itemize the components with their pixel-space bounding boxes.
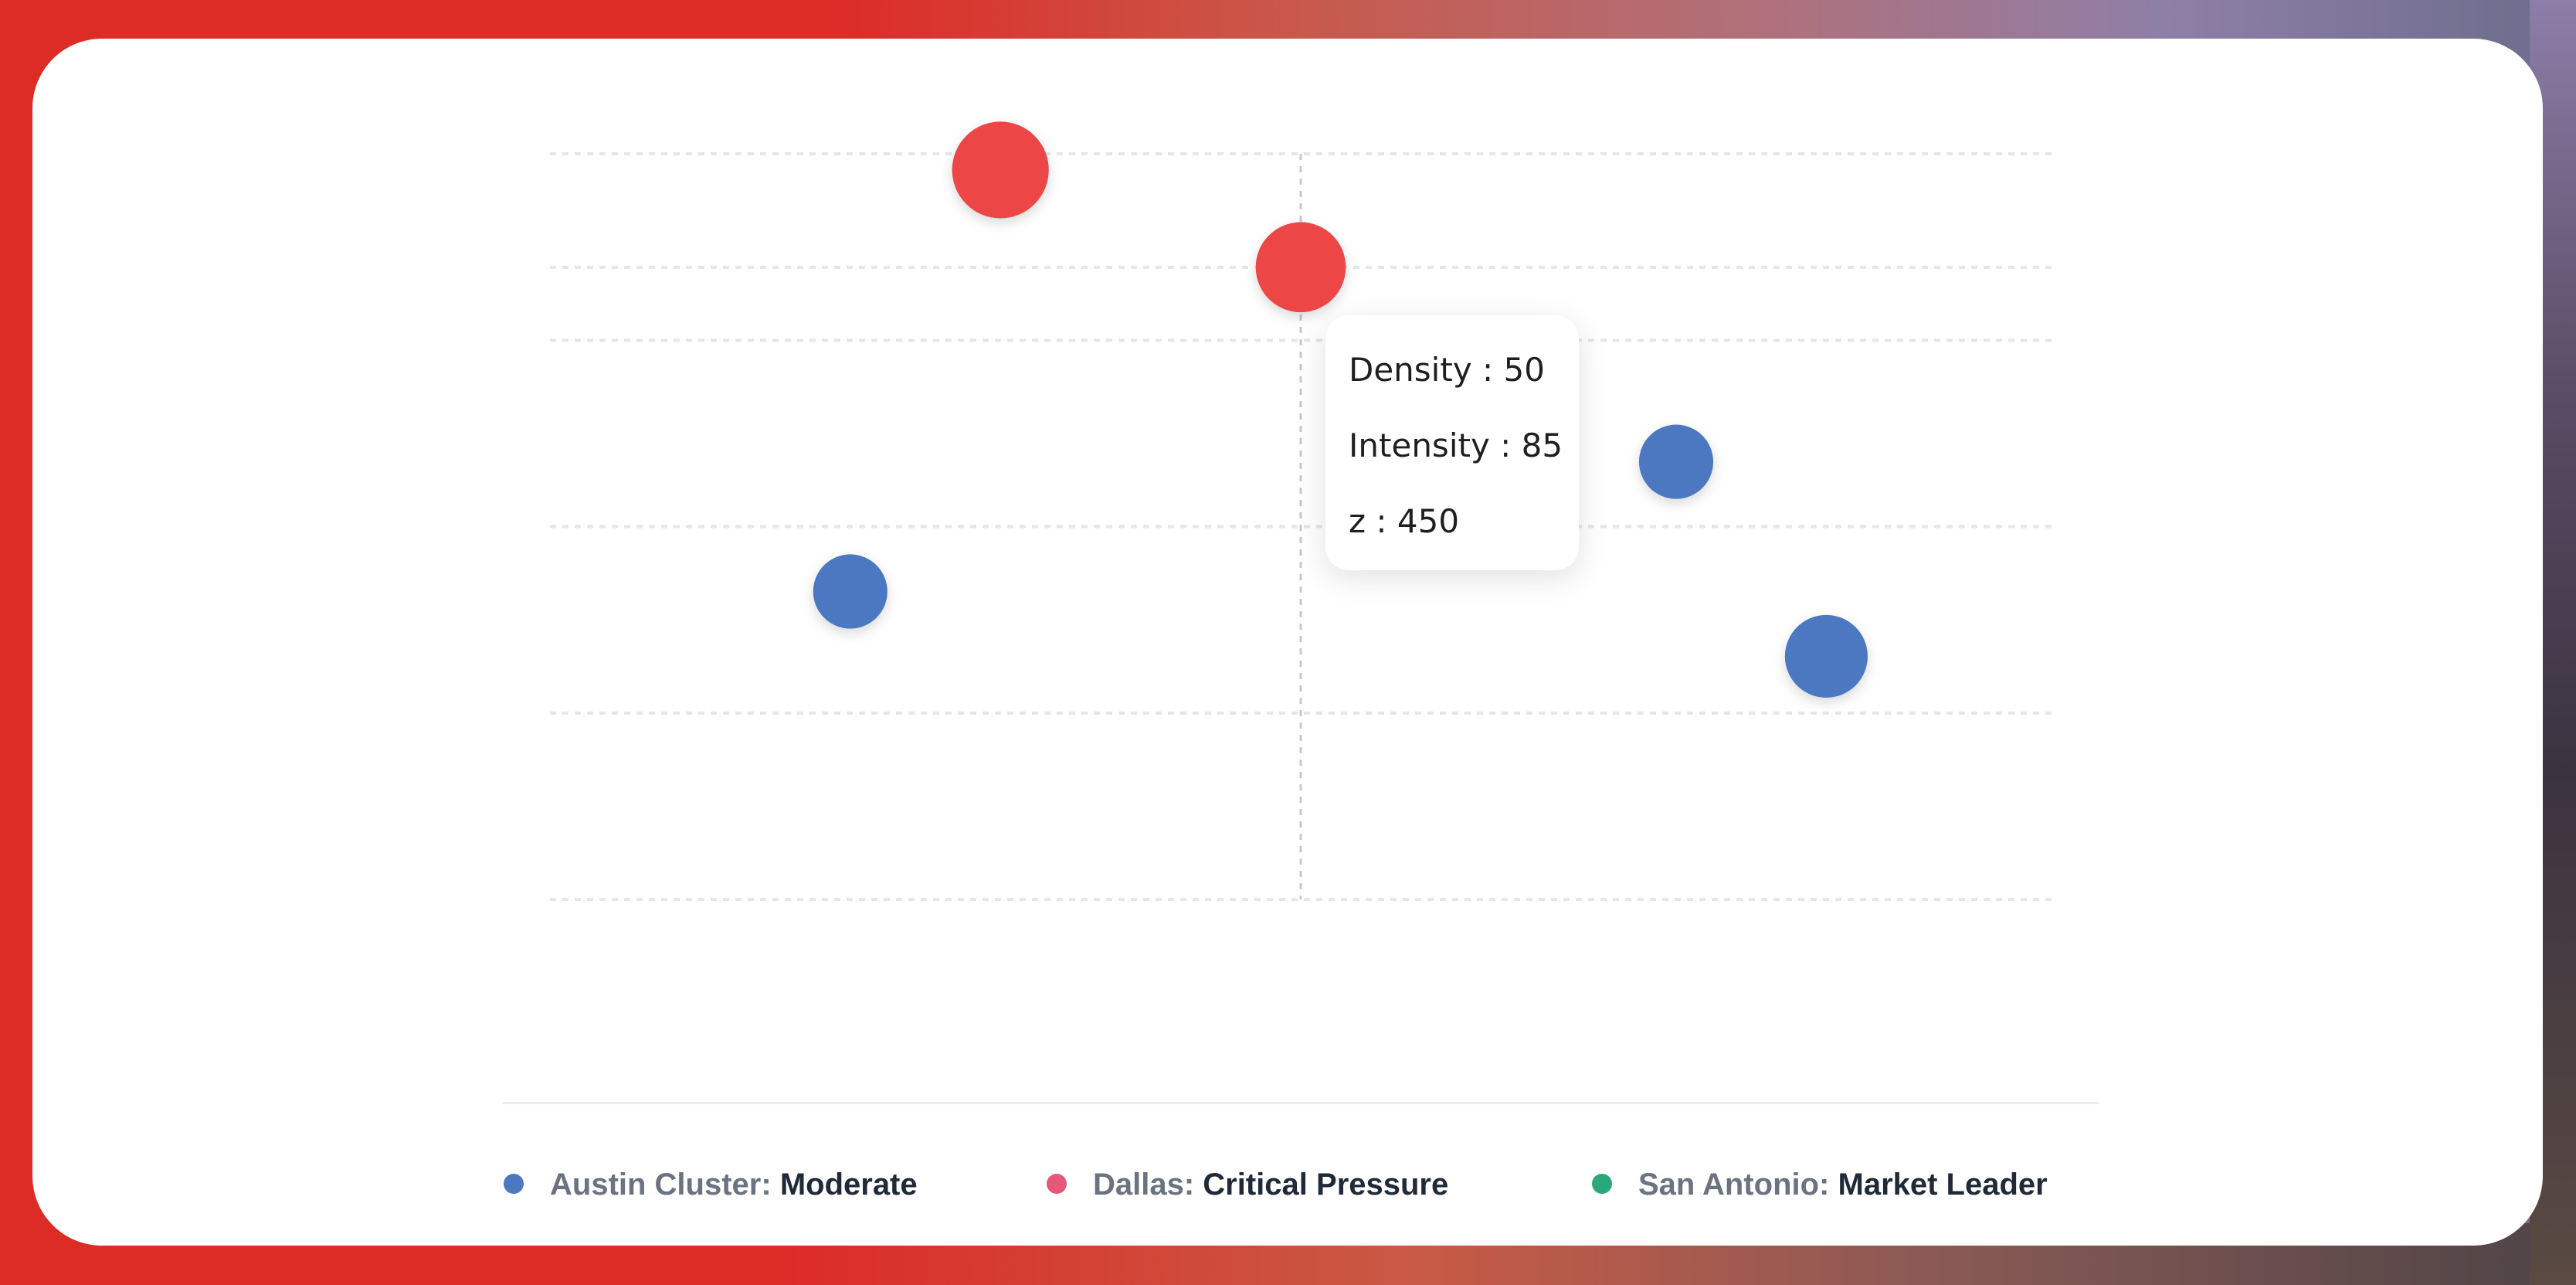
legend-item-austin[interactable]: Austin Cluster: Moderate: [504, 1159, 918, 1210]
legend-item-dallas[interactable]: Dallas: Critical Pressure: [1047, 1159, 1448, 1210]
tooltip-intensity: Intensity : 85: [1349, 427, 1563, 464]
scatter-point[interactable]: [1638, 424, 1714, 499]
legend-name: San Antonio:: [1638, 1168, 1830, 1202]
tooltip-density: Density : 50: [1349, 351, 1545, 389]
scatter-point[interactable]: [952, 121, 1049, 219]
legend-status: Critical Pressure: [1203, 1168, 1449, 1202]
scatter-point[interactable]: [813, 554, 888, 629]
scatter-point[interactable]: [1784, 614, 1868, 698]
legend-dot-icon: [1592, 1174, 1612, 1195]
legend-dot-icon: [1047, 1174, 1067, 1195]
legend-name: Dallas:: [1093, 1168, 1195, 1202]
grid: [550, 151, 2052, 902]
legend-dot-icon: [504, 1174, 524, 1195]
legend-item-san-antonio[interactable]: San Antonio: Market Leader: [1592, 1159, 2048, 1210]
data-points: [813, 121, 1868, 698]
tooltip-z: z : 450: [1349, 502, 1460, 540]
legend-status: Market Leader: [1838, 1168, 2048, 1202]
scatter-point[interactable]: [1255, 222, 1346, 313]
tooltip: Density : 50 Intensity : 85 z : 450: [1325, 315, 1579, 570]
legend-divider: [502, 1102, 2099, 1104]
legend-name: Austin Cluster:: [550, 1168, 772, 1202]
legend-status: Moderate: [779, 1168, 918, 1202]
